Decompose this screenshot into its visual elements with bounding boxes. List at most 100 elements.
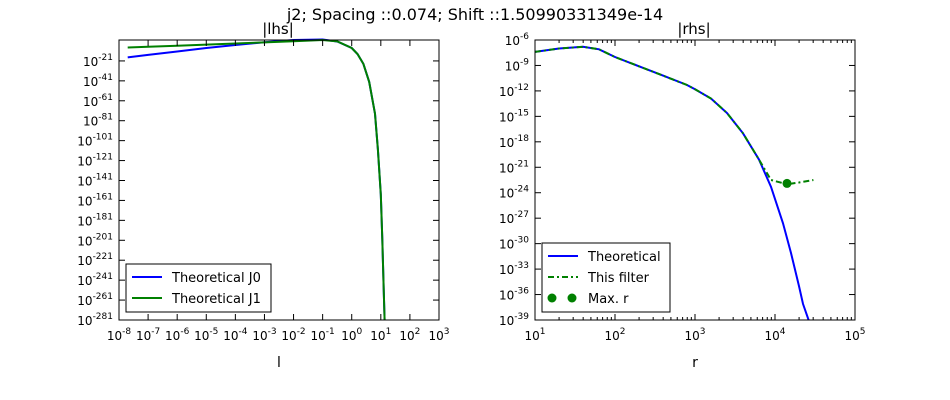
x-tick-base: 10 — [165, 329, 180, 343]
y-tick-label: 10-30 — [499, 236, 529, 252]
chart-rhs-title: |rhs| — [677, 20, 710, 38]
y-tick-exp: -15 — [514, 108, 529, 118]
y-tick-label: 10-21 — [499, 159, 529, 175]
y-tick-base: 10 — [499, 289, 514, 303]
y-tick-base: 10 — [499, 85, 514, 99]
legend-label: Max. r — [588, 292, 629, 307]
chart-rhs-xlabel: r — [692, 355, 698, 371]
y-tick-base: 10 — [83, 55, 98, 69]
x-tick-label: 10-5 — [194, 327, 218, 343]
x-tick-label: 10-7 — [136, 327, 160, 343]
legend-box — [125, 263, 272, 313]
y-tick-base: 10 — [499, 161, 514, 175]
legend-label: Theoretical J1 — [171, 292, 261, 307]
x-tick-label: 103 — [428, 327, 449, 343]
x-tick-exp: -2 — [297, 327, 306, 337]
y-tick-exp: -6 — [520, 32, 529, 42]
x-tick-base: 10 — [604, 329, 619, 343]
x-tick-label: 101 — [524, 327, 545, 343]
y-tick-exp: -201 — [93, 232, 113, 242]
y-tick-base: 10 — [499, 263, 514, 277]
x-tick-label: 10-1 — [311, 327, 335, 343]
y-tick-base: 10 — [499, 212, 514, 226]
x-tick-label: 103 — [684, 327, 705, 343]
y-tick-exp: -36 — [514, 287, 529, 297]
x-tick-exp: 3 — [700, 327, 706, 337]
y-tick-base: 10 — [77, 194, 92, 208]
x-tick-base: 10 — [370, 329, 385, 343]
legend-label: Theoretical J0 — [171, 271, 261, 286]
x-tick-base: 10 — [136, 329, 151, 343]
y-tick-label: 10-241 — [77, 272, 113, 288]
y-tick-label: 10-27 — [499, 210, 529, 226]
x-tick-exp: -5 — [209, 327, 218, 337]
x-tick-exp: -6 — [180, 327, 189, 337]
y-tick-exp: -30 — [514, 236, 529, 246]
x-tick-label: 10-6 — [165, 327, 190, 343]
y-tick-exp: -39 — [514, 312, 529, 322]
y-tick-base: 10 — [83, 115, 98, 129]
y-tick-base: 10 — [499, 314, 514, 328]
y-tick-base: 10 — [77, 135, 92, 149]
y-tick-base: 10 — [499, 110, 514, 124]
y-tick-exp: -33 — [514, 261, 529, 271]
y-tick-label: 10-201 — [77, 232, 113, 248]
y-tick-base: 10 — [499, 187, 514, 201]
y-tick-exp: -21 — [514, 159, 529, 169]
figure-suptitle: j2; Spacing ::0.074; Shift ::1.509903313… — [286, 5, 663, 24]
y-tick-label: 10-18 — [499, 134, 529, 150]
y-tick-exp: -181 — [93, 212, 113, 222]
x-tick-base: 10 — [399, 329, 414, 343]
chart-lhs-xlabel: l — [277, 355, 281, 371]
y-tick-label: 10-12 — [499, 83, 529, 99]
y-tick-base: 10 — [83, 95, 98, 109]
y-tick-label: 10-33 — [499, 261, 529, 277]
y-tick-exp: -27 — [514, 210, 529, 220]
x-tick-exp: -7 — [151, 327, 160, 337]
y-tick-exp: -81 — [98, 113, 113, 123]
x-tick-exp: 2 — [620, 327, 626, 337]
y-tick-base: 10 — [77, 214, 92, 228]
x-tick-base: 10 — [524, 329, 539, 343]
y-tick-label: 10-9 — [505, 57, 530, 73]
y-tick-exp: -21 — [98, 53, 113, 63]
x-tick-base: 10 — [252, 329, 267, 343]
y-tick-base: 10 — [77, 155, 92, 169]
x-tick-label: 102 — [604, 327, 625, 343]
y-tick-exp: -24 — [514, 185, 529, 195]
x-tick-exp: 1 — [386, 327, 392, 337]
y-tick-exp: -61 — [98, 93, 113, 103]
y-tick-label: 10-61 — [83, 93, 113, 109]
x-tick-label: 105 — [844, 327, 865, 343]
x-tick-base: 10 — [341, 329, 356, 343]
y-tick-label: 10-281 — [77, 312, 113, 328]
y-tick-label: 10-6 — [505, 32, 530, 48]
y-tick-base: 10 — [77, 274, 92, 288]
x-tick-base: 10 — [684, 329, 699, 343]
y-tick-label: 10-24 — [499, 185, 529, 201]
legend-marker — [547, 293, 557, 303]
y-tick-base: 10 — [499, 238, 514, 252]
y-tick-base: 10 — [77, 234, 92, 248]
y-tick-exp: -241 — [93, 272, 113, 282]
x-tick-base: 10 — [764, 329, 779, 343]
x-tick-base: 10 — [223, 329, 238, 343]
x-tick-base: 10 — [281, 329, 296, 343]
x-tick-exp: -4 — [239, 327, 248, 337]
y-tick-label: 10-261 — [77, 292, 113, 308]
x-tick-exp: -8 — [122, 327, 131, 337]
y-tick-label: 10-81 — [83, 113, 113, 129]
y-tick-label: 10-21 — [83, 53, 113, 69]
y-tick-exp: -41 — [98, 73, 113, 83]
y-tick-base: 10 — [505, 59, 520, 73]
x-tick-exp: 4 — [780, 327, 786, 337]
series-line-j1 — [127, 38, 386, 321]
y-tick-label: 10-41 — [83, 73, 113, 89]
y-tick-exp: -12 — [514, 83, 529, 93]
y-tick-exp: -221 — [93, 252, 113, 262]
y-tick-base: 10 — [77, 294, 92, 308]
legend-marker — [567, 293, 577, 303]
x-tick-base: 10 — [194, 329, 209, 343]
y-tick-label: 10-121 — [77, 153, 113, 169]
